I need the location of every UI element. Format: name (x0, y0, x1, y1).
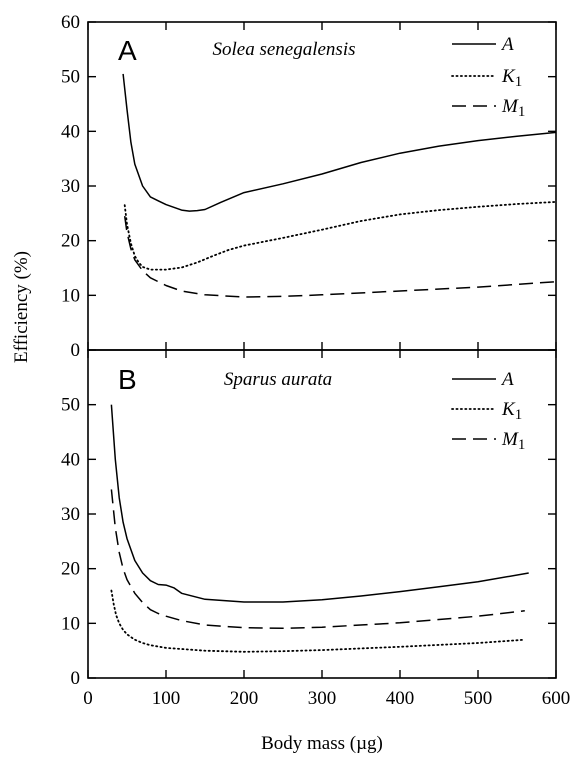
panel-a-series-m1-line (125, 216, 556, 297)
panel-b-legend-label-a: A (500, 369, 514, 390)
legend-label-subscript: 1 (515, 407, 523, 423)
panel-b-y-tick-label: 30 (61, 504, 80, 525)
panel-a-y-tick-label: 30 (61, 176, 80, 197)
panel-b-y-tick-label: 50 (61, 395, 80, 416)
panel-b-series-a-line (111, 405, 528, 602)
panel-b-series-m1-line (111, 489, 524, 628)
legend-label-subscript: 1 (515, 74, 523, 90)
panel-b-letter: B (118, 364, 137, 395)
panel-a-y-tick-label: 20 (61, 231, 80, 252)
x-tick-label: 0 (83, 688, 93, 709)
panel-a-legend-label-m1: M1 (501, 96, 525, 120)
panel-b-y-tick-label: 0 (71, 668, 81, 689)
legend-label-subscript: 1 (518, 104, 526, 120)
y-axis-title: Efficiency (%) (11, 251, 32, 363)
x-tick-label: 500 (464, 688, 493, 709)
x-tick-label: 300 (308, 688, 337, 709)
x-tick-label: 200 (230, 688, 259, 709)
legend-label-main: A (500, 369, 514, 390)
panel-b-y-tick-label: 20 (61, 559, 80, 580)
panel-a-series (123, 74, 556, 297)
panel-b-y-tick-label: 40 (61, 449, 80, 470)
x-axis-title: Body mass (µg) (261, 733, 383, 754)
panel-a-y-tick-label: 10 (61, 285, 80, 306)
panel-a-y-tick-label: 40 (61, 121, 80, 142)
panel-a-series-a-line (123, 74, 556, 211)
panel-a-frame (88, 22, 556, 350)
x-tick-label: 400 (386, 688, 415, 709)
panel-a-legend-label-k1: K1 (501, 66, 522, 90)
legend-label-main: A (500, 34, 514, 55)
panel-a-legend-label-a: A (500, 34, 514, 55)
panel-b-series (111, 405, 528, 652)
panel-a-y-tick-label: 60 (61, 12, 80, 33)
x-tick-label: 600 (542, 688, 571, 709)
x-tick-label: 100 (152, 688, 181, 709)
panel-b-legend-label-k1: K1 (501, 399, 522, 423)
panel-a-series-k1-line (125, 202, 556, 270)
panel-a-letter: A (118, 35, 137, 66)
panel-a-y-tick-label: 50 (61, 67, 80, 88)
panel-b-species-title: Sparus aurata (224, 369, 332, 390)
panel-b-legend-label-m1: M1 (501, 429, 525, 453)
panel-a-y-tick-label: 0 (71, 340, 81, 361)
panel-b-frame (88, 350, 556, 678)
panel-b-y-tick-label: 10 (61, 613, 80, 634)
legend-label-main: M (501, 96, 519, 117)
legend-label-subscript: 1 (518, 437, 526, 453)
panel-a-species-title: Solea senegalensis (212, 39, 355, 60)
legend-label-main: M (501, 429, 519, 450)
